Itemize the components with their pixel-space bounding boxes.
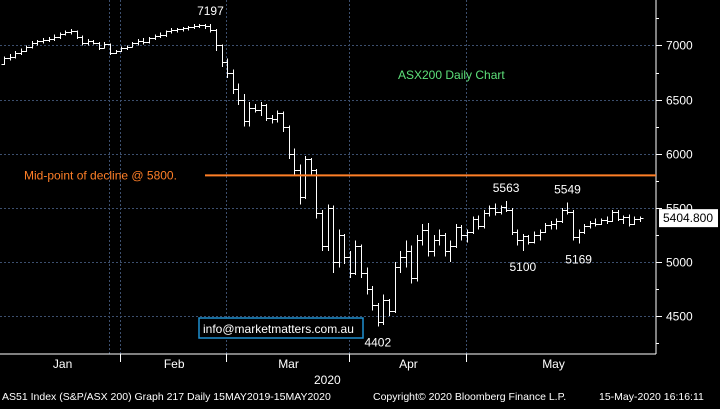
watermark-box: info@marketmatters.com.au bbox=[198, 317, 364, 339]
last-price-value: 5404.800 bbox=[663, 211, 713, 225]
x-tick-label: Feb bbox=[164, 357, 185, 371]
footer-center: Copyright© 2020 Bloomberg Finance L.P. bbox=[373, 391, 566, 403]
price-annotation: 5169 bbox=[565, 253, 592, 267]
y-tick-label: 6500 bbox=[666, 94, 693, 108]
y-tick-label: 5000 bbox=[666, 256, 693, 270]
y-tick-label: 7000 bbox=[666, 39, 693, 53]
mid-point-level-label: Mid-point of decline @ 5800. bbox=[24, 168, 177, 182]
last-price-badge: 5404.800 bbox=[659, 209, 718, 228]
price-annotation: 4402 bbox=[364, 336, 391, 350]
y-tick-label: 6000 bbox=[666, 148, 693, 162]
price-annotation: 5563 bbox=[493, 181, 520, 195]
footer-bar bbox=[0, 388, 720, 404]
watermark-email: info@marketmatters.com.au bbox=[203, 322, 354, 336]
y-tick-label: 4500 bbox=[666, 310, 693, 324]
price-annotation: 7197 bbox=[197, 4, 224, 18]
grid-layer bbox=[0, 0, 656, 354]
price-bars bbox=[1, 23, 644, 327]
price-annotation: 5100 bbox=[509, 260, 536, 274]
footer-right: 15-May-2020 16:16:11 bbox=[599, 391, 704, 403]
x-tick-label: Apr bbox=[399, 357, 418, 371]
footer-left: AS51 Index (S&P/ASX 200) Graph 217 Daily… bbox=[2, 391, 331, 403]
chart-title: ASX200 Daily Chart bbox=[398, 68, 505, 82]
x-axis-ticks: Jan Feb Mar Apr May bbox=[53, 354, 565, 371]
x-tick-label: May bbox=[542, 357, 565, 371]
x-tick-label: Mar bbox=[278, 357, 299, 371]
x-tick-label: Jan bbox=[53, 357, 72, 371]
price-annotation: 5549 bbox=[554, 183, 581, 197]
price-annotations: 7197 5563 5549 5100 5169 4402 bbox=[197, 4, 592, 350]
x-axis-year-label: 2020 bbox=[314, 373, 341, 387]
